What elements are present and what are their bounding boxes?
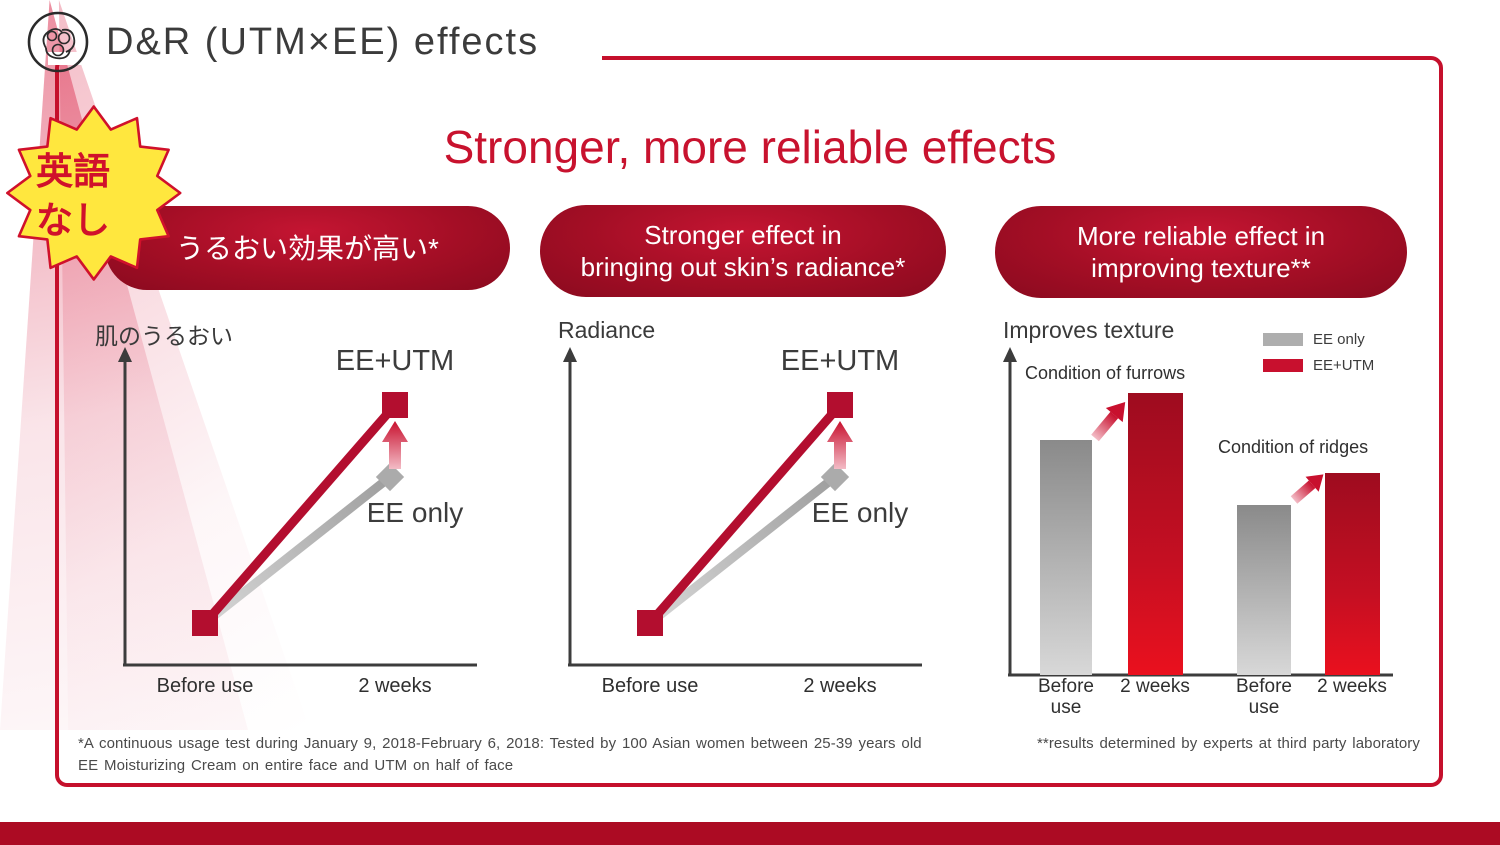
badge-text-line1: 英語: [36, 151, 110, 192]
group-label-furrows: Condition of furrows: [1025, 363, 1186, 383]
ee-only-line: [647, 473, 838, 627]
pill-radiance-benefit: Stronger effect in bringing out skin’s r…: [540, 205, 946, 297]
pill-texture-benefit: More reliable effect in improving textur…: [995, 206, 1407, 298]
improvement-arrow-furrows-icon: [1091, 401, 1126, 442]
improvement-arrow-icon: [827, 421, 853, 469]
legend-swatch-ee-utm: [1263, 359, 1303, 372]
badge-text: 英語 なし: [36, 148, 110, 246]
bar-ridges-before-use: [1237, 505, 1291, 675]
legend-row-ee-only: EE only: [1263, 331, 1374, 348]
footnote-usage-test: *A continuous usage test during January …: [78, 735, 922, 752]
label-ee-utm: EE+UTM: [780, 345, 900, 377]
legend-row-ee-utm: EE+UTM: [1263, 357, 1374, 374]
x-label-before-use: Before use: [156, 675, 254, 697]
group-label-ridges: Condition of ridges: [1218, 437, 1369, 457]
x-label-2-weeks: 2 weeks: [358, 675, 432, 697]
texture-legend: EE only EE+UTM: [1263, 331, 1374, 383]
improvement-arrow-icon: [382, 421, 408, 469]
logo-icon: [27, 11, 89, 73]
texture-bar-chart: [1003, 347, 1393, 677]
bar-furrows-2-weeks: [1128, 393, 1183, 675]
y-axis-arrowhead-icon: [1003, 347, 1017, 362]
header: D&R (UTM×EE) effects: [26, 10, 539, 74]
x-label-2-weeks: 2 weeks: [803, 675, 877, 697]
pill-texture-line2: improving texture**: [1091, 253, 1311, 283]
chart-title-texture: Improves texture: [1003, 317, 1175, 343]
footnote-experts: **results determined by experts at third…: [1036, 735, 1420, 752]
panel-texture: Improves texture EE only EE+UTM: [995, 315, 1410, 718]
bar-ridges-2-weeks: [1325, 473, 1380, 675]
panel-moisture: 肌のうるおい EE+UTM EE only Before use 2 week: [85, 315, 505, 715]
x-label-before-use: Before use: [1236, 676, 1292, 719]
x-label-before-use: Before use: [601, 675, 699, 697]
main-title: Stronger, more reliable effects: [443, 121, 1057, 173]
ee-utm-marker: [827, 392, 853, 418]
footnote-line-1: *A continuous usage test during January …: [78, 733, 1420, 755]
label-ee-only: EE only: [811, 497, 909, 528]
ee-utm-line: [646, 402, 844, 626]
y-axis-arrowhead-icon: [118, 347, 132, 362]
bottom-accent-bar: [0, 822, 1500, 845]
start-marker: [192, 610, 218, 636]
ee-utm-marker: [382, 392, 408, 418]
badge-text-line2: なし: [36, 199, 110, 241]
x-label-2-weeks: 2 weeks: [1120, 676, 1190, 697]
pill-radiance-line1: Stronger effect in: [644, 219, 842, 250]
pill-radiance-line2: bringing out skin’s radiance*: [580, 252, 906, 282]
ee-only-marker: [820, 462, 850, 492]
improvement-arrow-ridges-icon: [1290, 474, 1324, 504]
y-axis-arrowhead-icon: [563, 347, 577, 362]
legend-label-ee-utm: EE+UTM: [1313, 357, 1375, 374]
start-marker: [637, 610, 663, 636]
slide-header-title: D&R (UTM×EE) effects: [106, 20, 540, 63]
footnotes: *A continuous usage test during January …: [78, 733, 1420, 777]
legend-label-ee-only: EE only: [1313, 331, 1365, 348]
bar-furrows-before-use: [1040, 440, 1092, 675]
legend-swatch-ee-only: [1263, 333, 1303, 346]
panel-radiance: Radiance EE+UTM EE only Before use 2 we: [530, 315, 950, 715]
no-english-badge: 英語 なし: [3, 88, 203, 310]
footnote-line-2: EE Moisturizing Cream on entire face and…: [78, 756, 514, 774]
label-ee-utm: EE+UTM: [335, 345, 455, 377]
pill-moisture-text: うるおい効果が高い*: [176, 232, 439, 264]
x-label-2-weeks: 2 weeks: [1317, 676, 1387, 697]
pill-texture-line1: More reliable effect in: [1076, 220, 1326, 251]
chart-title-radiance: Radiance: [558, 317, 656, 343]
x-label-before-use: Before use: [1038, 676, 1094, 719]
radiance-line-chart: [563, 347, 922, 667]
label-ee-only: EE only: [366, 497, 464, 528]
